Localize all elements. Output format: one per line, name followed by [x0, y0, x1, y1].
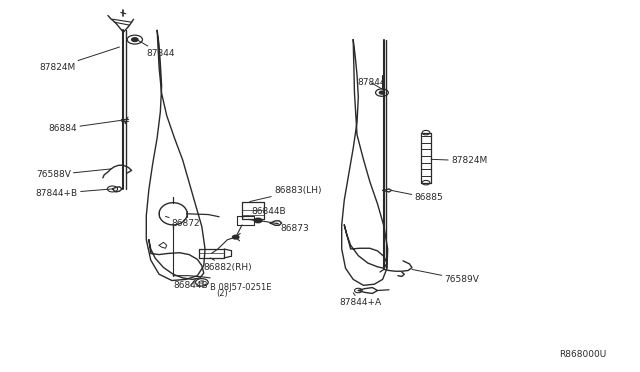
- Text: B 08J57-0251E: B 08J57-0251E: [210, 283, 271, 292]
- Text: 86883(LH): 86883(LH): [250, 186, 321, 202]
- Circle shape: [232, 235, 239, 239]
- Text: 87824M: 87824M: [431, 156, 487, 165]
- Text: 87844+B: 87844+B: [36, 189, 112, 198]
- Circle shape: [132, 38, 138, 41]
- Circle shape: [380, 91, 385, 94]
- Text: 87844: 87844: [357, 78, 385, 89]
- Text: 76588V: 76588V: [36, 169, 111, 179]
- Text: 86872: 86872: [166, 217, 200, 228]
- Text: 86885: 86885: [392, 190, 444, 202]
- Text: R868000U: R868000U: [559, 350, 607, 359]
- Circle shape: [254, 218, 262, 223]
- Text: 86882(RH): 86882(RH): [204, 258, 252, 272]
- Text: (2): (2): [216, 289, 228, 298]
- Text: 76589V: 76589V: [412, 269, 479, 284]
- Text: 86873: 86873: [276, 223, 309, 233]
- Text: 86844B: 86844B: [242, 208, 285, 217]
- Text: 87824M: 87824M: [39, 47, 120, 72]
- Text: 87844: 87844: [138, 40, 175, 58]
- Text: 87844+A: 87844+A: [339, 293, 381, 307]
- Text: 86844B: 86844B: [173, 279, 208, 290]
- Text: 86884: 86884: [49, 120, 124, 133]
- Text: B: B: [200, 280, 204, 285]
